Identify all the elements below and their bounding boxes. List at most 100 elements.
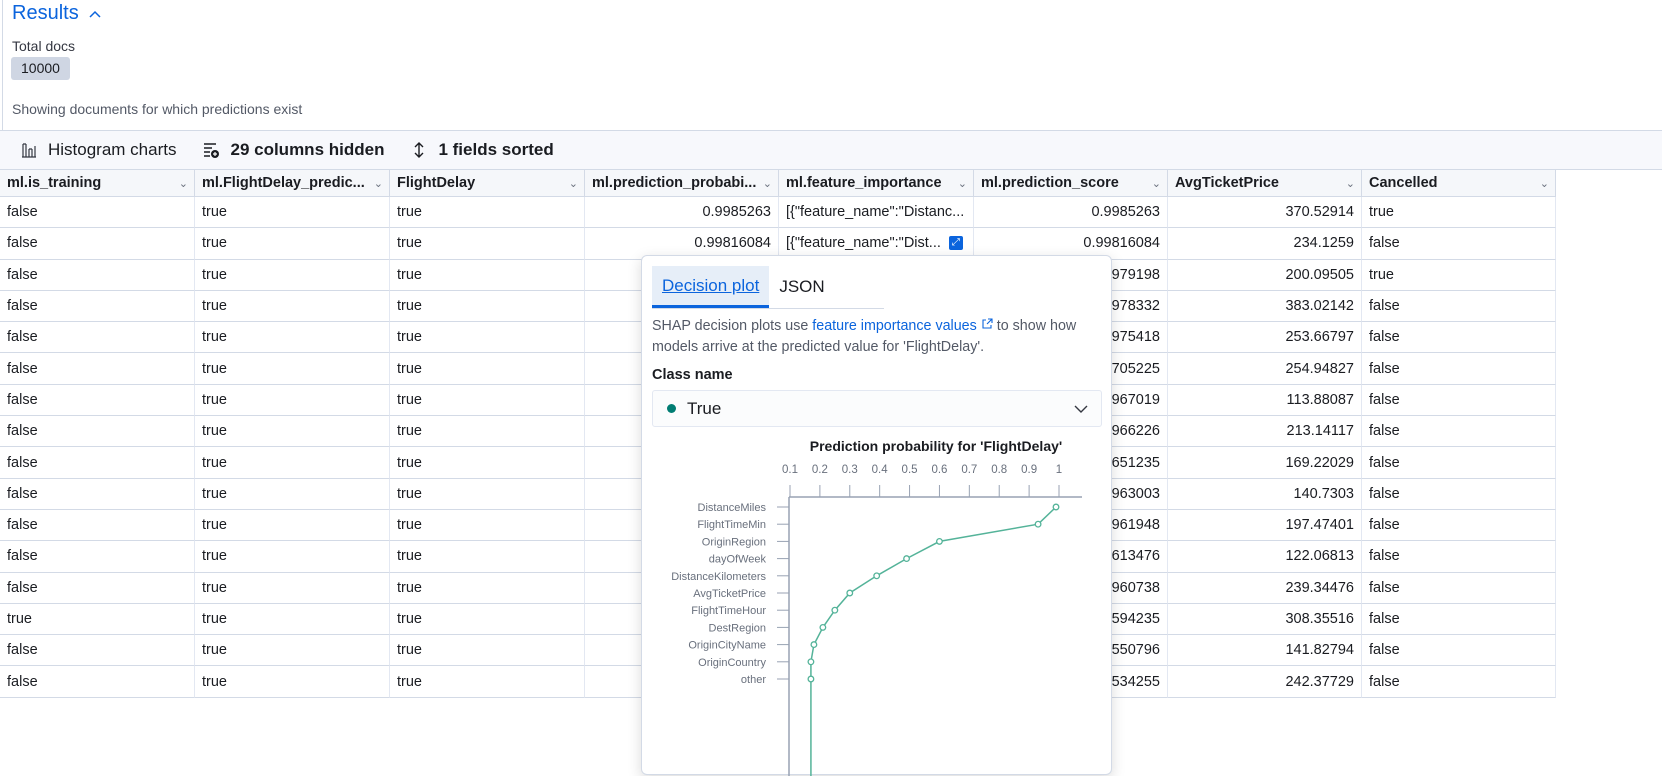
- chevron-down-icon[interactable]: ⌄: [178, 177, 188, 190]
- table-cell[interactable]: true: [195, 384, 390, 417]
- table-cell[interactable]: true: [195, 541, 390, 573]
- fields-sorted-button[interactable]: 1 fields sorted: [410, 140, 554, 160]
- table-cell[interactable]: true: [195, 353, 390, 385]
- table-cell[interactable]: false: [1362, 666, 1556, 698]
- table-cell[interactable]: true: [390, 447, 585, 479]
- table-cell[interactable]: false: [0, 478, 195, 510]
- table-cell[interactable]: false: [1362, 322, 1556, 354]
- table-cell[interactable]: true: [195, 259, 390, 291]
- table-cell[interactable]: 200.09505: [1168, 259, 1362, 291]
- table-cell[interactable]: false: [1362, 228, 1556, 260]
- table-cell[interactable]: false: [0, 228, 195, 260]
- table-cell[interactable]: false: [0, 353, 195, 385]
- table-cell[interactable]: true: [390, 353, 585, 385]
- table-cell[interactable]: 383.02142: [1168, 290, 1362, 323]
- table-cell[interactable]: true: [195, 416, 390, 448]
- chevron-down-icon[interactable]: ⌄: [373, 177, 383, 190]
- column-header[interactable]: Cancelled ⌄: [1362, 170, 1556, 197]
- table-cell[interactable]: [{"feature_name":"Dist... ⤢: [779, 228, 974, 260]
- tab-json[interactable]: JSON: [779, 277, 825, 296]
- table-cell[interactable]: false: [1362, 541, 1556, 573]
- class-name-select[interactable]: True: [652, 390, 1102, 427]
- column-header[interactable]: ml.is_training ⌄: [0, 170, 195, 197]
- table-cell[interactable]: 213.14117: [1168, 416, 1362, 448]
- chevron-down-icon[interactable]: ⌄: [1345, 177, 1355, 190]
- table-cell[interactable]: false: [0, 290, 195, 323]
- results-toggle[interactable]: Results: [12, 2, 103, 25]
- table-cell[interactable]: false: [0, 541, 195, 573]
- table-cell[interactable]: 254.94827: [1168, 353, 1362, 385]
- table-cell[interactable]: false: [0, 416, 195, 448]
- table-cell[interactable]: 370.52914: [1168, 197, 1362, 229]
- table-cell[interactable]: true: [195, 197, 390, 229]
- table-cell[interactable]: false: [0, 447, 195, 479]
- table-cell[interactable]: 308.35516: [1168, 603, 1362, 636]
- table-cell[interactable]: false: [1362, 509, 1556, 542]
- table-cell[interactable]: false: [0, 635, 195, 667]
- table-cell[interactable]: true: [390, 509, 585, 542]
- column-header[interactable]: ml.FlightDelay_predic... ⌄: [195, 170, 390, 197]
- table-cell[interactable]: true: [195, 447, 390, 479]
- table-cell[interactable]: 239.34476: [1168, 572, 1362, 604]
- table-cell[interactable]: 0.9985263: [585, 197, 779, 229]
- chevron-down-icon[interactable]: ⌄: [957, 177, 967, 190]
- histogram-charts-button[interactable]: Histogram charts: [20, 140, 176, 160]
- table-cell[interactable]: false: [0, 572, 195, 604]
- chevron-down-icon[interactable]: ⌄: [1151, 177, 1161, 190]
- table-cell[interactable]: true: [390, 228, 585, 260]
- table-cell[interactable]: false: [1362, 635, 1556, 667]
- table-cell[interactable]: false: [0, 384, 195, 417]
- table-cell[interactable]: true: [390, 322, 585, 354]
- table-cell[interactable]: true: [390, 290, 585, 323]
- expand-cell-icon[interactable]: ⤢: [948, 236, 963, 251]
- table-cell[interactable]: true: [390, 416, 585, 448]
- table-cell[interactable]: true: [0, 603, 195, 636]
- table-cell[interactable]: 197.47401: [1168, 509, 1362, 542]
- column-header[interactable]: ml.feature_importance ⌄: [779, 170, 974, 197]
- table-cell[interactable]: true: [390, 384, 585, 417]
- column-header[interactable]: AvgTicketPrice ⌄: [1168, 170, 1362, 197]
- table-cell[interactable]: false: [0, 322, 195, 354]
- table-cell[interactable]: true: [195, 228, 390, 260]
- columns-hidden-button[interactable]: 29 columns hidden: [202, 140, 384, 160]
- table-cell[interactable]: true: [195, 572, 390, 604]
- table-cell[interactable]: true: [390, 666, 585, 698]
- table-cell[interactable]: 141.82794: [1168, 635, 1362, 667]
- table-cell[interactable]: false: [1362, 290, 1556, 323]
- table-cell[interactable]: false: [1362, 384, 1556, 417]
- table-cell[interactable]: false: [0, 509, 195, 542]
- table-cell[interactable]: false: [1362, 447, 1556, 479]
- table-cell[interactable]: true: [195, 635, 390, 667]
- feature-importance-link[interactable]: feature importance values: [812, 318, 993, 334]
- table-cell[interactable]: 253.66797: [1168, 322, 1362, 354]
- table-cell[interactable]: true: [390, 478, 585, 510]
- table-cell[interactable]: false: [0, 259, 195, 291]
- table-cell[interactable]: true: [390, 541, 585, 573]
- table-cell[interactable]: true: [195, 478, 390, 510]
- tab-decision-plot[interactable]: Decision plot: [652, 266, 770, 308]
- table-cell[interactable]: true: [1362, 259, 1556, 291]
- table-cell[interactable]: 0.9985263: [974, 197, 1168, 229]
- chevron-down-icon[interactable]: ⌄: [1539, 177, 1549, 190]
- table-cell[interactable]: true: [195, 666, 390, 698]
- table-cell[interactable]: true: [390, 197, 585, 229]
- table-cell[interactable]: false: [1362, 478, 1556, 510]
- table-cell[interactable]: 169.22029: [1168, 447, 1362, 479]
- table-cell[interactable]: true: [195, 603, 390, 636]
- table-cell[interactable]: true: [390, 572, 585, 604]
- table-cell[interactable]: [{"feature_name":"Distanc...: [779, 197, 974, 229]
- table-cell[interactable]: true: [390, 603, 585, 636]
- table-cell[interactable]: false: [1362, 353, 1556, 385]
- table-cell[interactable]: true: [195, 322, 390, 354]
- table-cell[interactable]: true: [1362, 197, 1556, 229]
- chevron-down-icon[interactable]: ⌄: [762, 177, 772, 190]
- column-header[interactable]: FlightDelay ⌄: [390, 170, 585, 197]
- table-cell[interactable]: false: [0, 197, 195, 229]
- table-cell[interactable]: 234.1259: [1168, 228, 1362, 260]
- table-cell[interactable]: 242.37729: [1168, 666, 1362, 698]
- table-cell[interactable]: true: [390, 259, 585, 291]
- column-header[interactable]: ml.prediction_score ⌄: [974, 170, 1168, 197]
- table-cell[interactable]: 140.7303: [1168, 478, 1362, 510]
- table-cell[interactable]: false: [1362, 603, 1556, 636]
- table-cell[interactable]: false: [1362, 416, 1556, 448]
